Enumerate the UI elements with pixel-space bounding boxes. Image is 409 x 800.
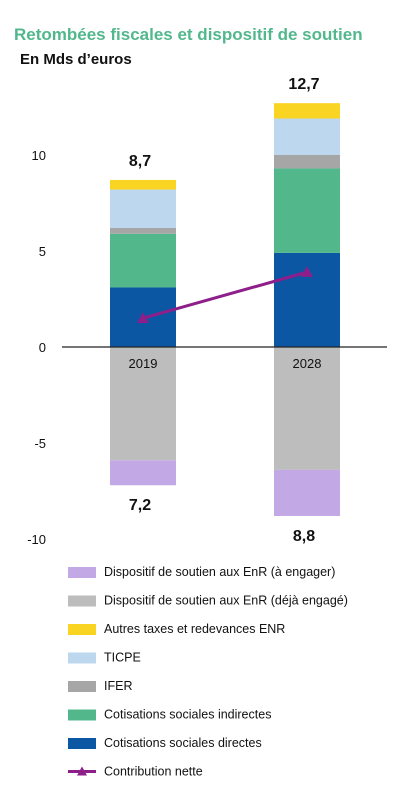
bar-segment bbox=[110, 347, 176, 461]
legend-swatch bbox=[68, 681, 96, 692]
line-series-path bbox=[142, 270, 308, 320]
chart-title: Retombées fiscales et dispositif de sout… bbox=[14, 25, 363, 44]
bar-segment bbox=[110, 460, 176, 486]
bar-segment bbox=[274, 103, 340, 119]
bar-segment bbox=[110, 179, 176, 190]
legend-swatch bbox=[68, 624, 96, 635]
net-contribution-line bbox=[137, 266, 313, 323]
legend-swatch bbox=[68, 595, 96, 607]
y-tick-label: -10 bbox=[27, 532, 46, 547]
bar-segment bbox=[274, 155, 340, 169]
legend-label: TICPE bbox=[104, 651, 141, 665]
bar-segment bbox=[110, 189, 176, 228]
legend-label: Dispositif de soutien aux EnR (à engager… bbox=[104, 565, 335, 579]
y-tick-label: 5 bbox=[39, 244, 46, 259]
category-labels: 2019 2028 bbox=[129, 356, 322, 371]
category-label: 2019 bbox=[129, 356, 158, 371]
y-tick-label: 0 bbox=[39, 340, 46, 355]
bars bbox=[110, 103, 340, 516]
legend-label: Cotisations sociales directes bbox=[104, 736, 262, 750]
legend-swatch bbox=[68, 652, 96, 664]
legend-label: Contribution nette bbox=[104, 765, 203, 779]
positive-total-label: 12,7 bbox=[288, 76, 319, 93]
category-label: 2028 bbox=[293, 356, 322, 371]
chart-subtitle: En Mds d’euros bbox=[20, 51, 132, 68]
bar-segment bbox=[274, 347, 340, 470]
y-axis-ticks: 10 5 0 -5 -10 bbox=[27, 148, 46, 547]
legend-label: Dispositif de soutien aux EnR (déjà enga… bbox=[104, 594, 348, 608]
legend-label: IFER bbox=[104, 679, 132, 693]
legend-label: Cotisations sociales indirectes bbox=[104, 708, 271, 722]
bar-segment bbox=[274, 168, 340, 253]
line-point-marker bbox=[137, 312, 149, 323]
bar-segment bbox=[274, 118, 340, 155]
legend-swatch bbox=[68, 567, 96, 578]
legend-label: Autres taxes et redevances ENR bbox=[104, 622, 285, 636]
bar-segment bbox=[110, 227, 176, 234]
negative-total-label: 7,2 bbox=[129, 497, 151, 514]
y-tick-label: -5 bbox=[34, 436, 46, 451]
legend-swatch bbox=[68, 709, 96, 721]
negative-total-label: 8,8 bbox=[293, 528, 315, 545]
legend: Dispositif de soutien aux EnR (à engager… bbox=[68, 565, 348, 779]
line-point-marker bbox=[301, 266, 313, 277]
positive-total-label: 8,7 bbox=[129, 153, 151, 170]
legend-line-marker bbox=[77, 766, 87, 776]
y-tick-label: 10 bbox=[32, 148, 46, 163]
bar-segment bbox=[110, 233, 176, 288]
legend-swatch bbox=[68, 738, 96, 749]
total-labels: 8,7 7,2 12,7 8,8 bbox=[129, 76, 320, 545]
bar-segment bbox=[274, 469, 340, 516]
